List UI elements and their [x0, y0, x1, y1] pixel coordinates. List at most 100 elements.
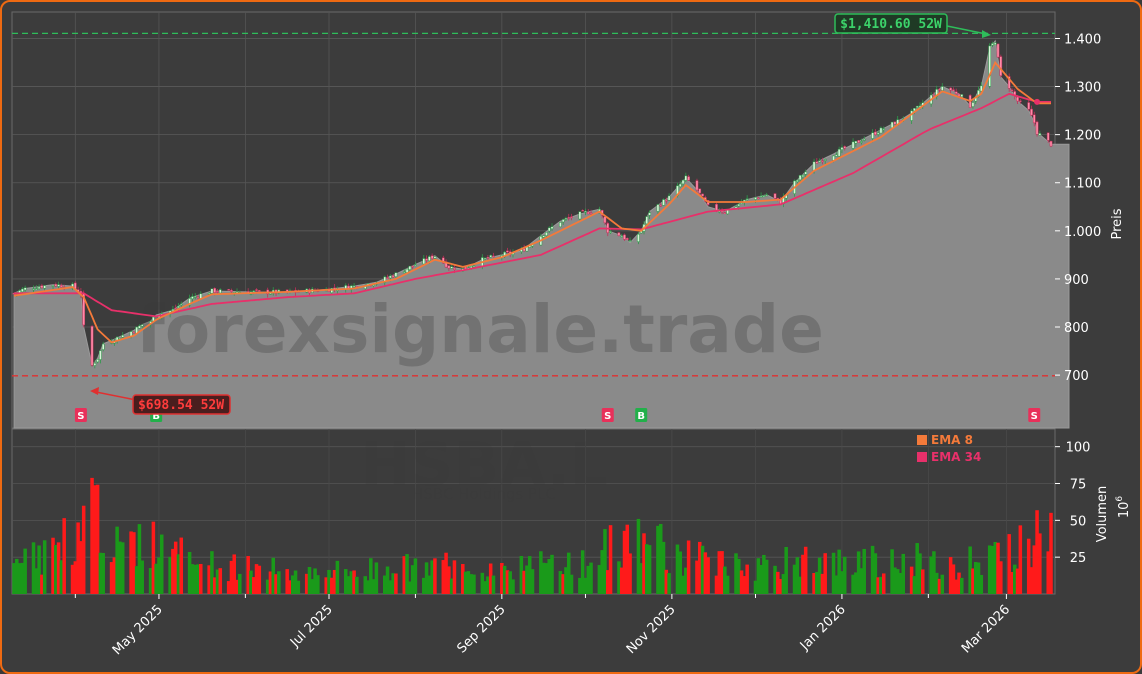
candle-body — [44, 286, 46, 289]
volume-bar — [589, 563, 593, 594]
volume-bar — [921, 569, 925, 594]
volume-bar — [199, 564, 203, 594]
candle-body — [102, 344, 104, 350]
candle-body — [428, 257, 430, 261]
volume-bar — [667, 573, 671, 594]
candle-body — [58, 285, 60, 287]
candle-body — [453, 268, 455, 269]
candle-body — [389, 276, 391, 278]
candle-body — [258, 290, 260, 291]
signal-label-2: S — [604, 411, 611, 422]
volume-bar — [531, 569, 535, 594]
candle-body — [746, 199, 748, 200]
candle-body — [219, 290, 221, 293]
candle-body — [1033, 115, 1035, 123]
volume-bar — [43, 540, 47, 594]
price-tick-label-4: 1.100 — [1064, 177, 1101, 192]
volume-bar — [336, 561, 340, 594]
price-axis-label: Preis — [1110, 208, 1125, 239]
candle-body — [253, 291, 255, 292]
candle-body — [646, 217, 648, 224]
candle-body — [414, 265, 416, 266]
candle-body — [604, 217, 606, 223]
x-tick-label-0: May 2025 — [110, 602, 166, 658]
candle-body — [894, 122, 896, 124]
candle-body — [191, 297, 193, 299]
candle-body — [1019, 101, 1021, 102]
x-tick-label-1: Jul 2025 — [287, 602, 336, 651]
candle-body — [484, 258, 486, 259]
candle-body — [1039, 133, 1041, 135]
candle-body — [412, 266, 414, 267]
volume-bar — [882, 573, 886, 594]
candle-body — [386, 278, 388, 279]
candle-body — [403, 272, 405, 273]
candle-body — [590, 213, 592, 214]
candle-body — [609, 232, 611, 233]
candle-body — [565, 218, 567, 219]
candle-body — [623, 235, 625, 240]
candle-body — [696, 181, 698, 190]
candle-body — [353, 286, 355, 287]
candle-body — [816, 162, 818, 164]
candle-body — [545, 232, 547, 235]
candle-body — [543, 236, 545, 238]
candle-body — [991, 44, 993, 46]
volume-bar — [219, 568, 223, 594]
volume-bar — [1038, 533, 1042, 594]
candle-body — [626, 238, 628, 239]
candle-body — [41, 286, 43, 288]
candle-body — [852, 142, 854, 149]
candle-body — [35, 289, 37, 290]
candle-body — [802, 175, 804, 177]
volume-bar — [706, 557, 710, 594]
volume-bar — [745, 565, 749, 594]
candle-body — [621, 236, 623, 237]
candle-body — [506, 251, 508, 252]
candle-body — [757, 198, 759, 199]
candle-body — [559, 222, 561, 226]
candle-body — [774, 194, 776, 199]
candle-body — [958, 94, 960, 96]
candle-body — [994, 43, 996, 45]
candle-body — [938, 89, 940, 90]
candle-body — [877, 133, 879, 134]
price-tick-label-1: 800 — [1064, 321, 1089, 336]
volume-bar — [160, 535, 164, 594]
candle-body — [434, 257, 436, 259]
candle-body — [395, 273, 397, 277]
candle-body — [738, 204, 740, 206]
candle-body — [194, 296, 196, 297]
candle-body — [60, 285, 62, 287]
volume-bar — [804, 547, 808, 594]
volume-bar — [62, 518, 66, 594]
candle-body — [490, 255, 492, 257]
candle-body — [99, 351, 101, 360]
candle-body — [715, 204, 717, 210]
candle-body — [685, 176, 687, 181]
candle-body — [649, 213, 651, 216]
volume-tick-label-1: 50 — [1070, 514, 1087, 529]
candle-body — [660, 205, 662, 206]
volume-bar — [140, 561, 144, 594]
candle-body — [821, 161, 823, 162]
candle-body — [668, 196, 670, 200]
candle-body — [699, 189, 701, 193]
candle-body — [214, 288, 216, 292]
candle-body — [492, 256, 494, 257]
candle-body — [1016, 97, 1018, 101]
candle-body — [972, 102, 974, 106]
candle-body — [835, 155, 837, 157]
candle-body — [874, 132, 876, 135]
volume-bar — [980, 575, 984, 594]
candle-body — [19, 291, 21, 293]
volume-bar — [511, 579, 515, 594]
candle-body — [584, 211, 586, 212]
candle-body — [629, 241, 631, 242]
candle-body — [32, 289, 34, 290]
candle-body — [409, 266, 411, 269]
candle-body — [180, 304, 182, 305]
volume-bar — [843, 557, 847, 594]
signal-label-0: S — [77, 411, 84, 422]
volume-bar — [1019, 525, 1023, 594]
